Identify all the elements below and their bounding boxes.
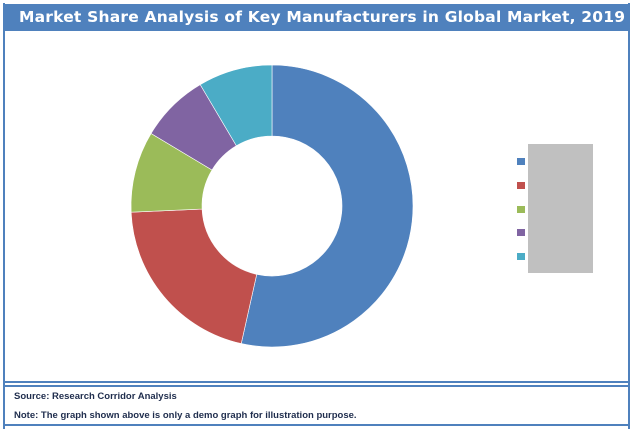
note-text: Note: The graph shown above is only a de…	[14, 410, 357, 421]
legend-swatch-1	[517, 158, 525, 165]
chart-footer: Source: Research Corridor Analysis Note:…	[5, 388, 628, 428]
frame-bottom-border	[5, 424, 628, 426]
legend-swatch-4	[517, 229, 525, 236]
donut-slice-2	[130, 208, 258, 344]
source-text: Source: Research Corridor Analysis	[14, 391, 177, 402]
legend-swatch-5	[517, 253, 525, 260]
footer-divider-bottom	[5, 385, 628, 387]
legend-label-mask	[528, 144, 593, 273]
donut-slice-5	[199, 64, 273, 147]
donut-slice-1	[240, 64, 414, 348]
chart-frame: Market Share Analysis of Key Manufacture…	[3, 3, 630, 429]
legend-swatch-2	[517, 182, 525, 189]
chart-area	[5, 31, 628, 383]
footer-divider-top	[5, 381, 628, 383]
donut-chart	[130, 64, 414, 348]
chart-title: Market Share Analysis of Key Manufacture…	[5, 4, 628, 31]
legend-swatch-3	[517, 206, 525, 213]
